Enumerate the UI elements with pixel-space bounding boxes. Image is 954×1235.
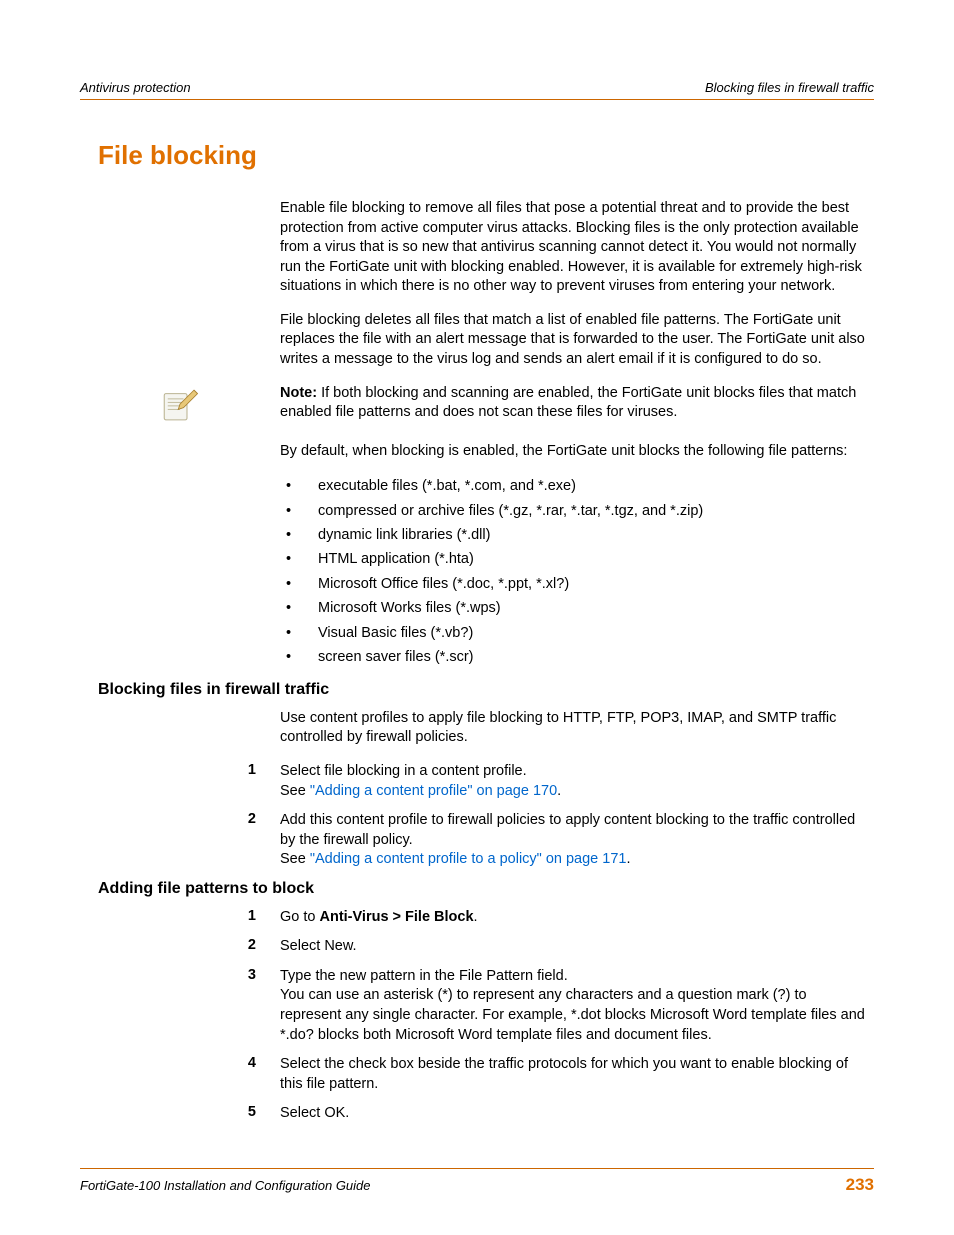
section-heading: Blocking files in firewall traffic: [98, 681, 874, 699]
bullet-text: executable files (*.bat, *.com, and *.ex…: [318, 475, 576, 497]
bullet-text: Microsoft Office files (*.doc, *.ppt, *.…: [318, 573, 569, 595]
list-item: •Visual Basic files (*.vb?): [280, 622, 866, 644]
bullet-icon: •: [280, 524, 318, 546]
bullet-icon: •: [280, 597, 318, 619]
step-pre: Go to: [280, 909, 320, 925]
list-item: •executable files (*.bat, *.com, and *.e…: [280, 475, 866, 497]
bullet-text: Visual Basic files (*.vb?): [318, 622, 473, 644]
bullet-icon: •: [280, 500, 318, 522]
footer-left: FortiGate-100 Installation and Configura…: [80, 1178, 371, 1193]
bullet-text: HTML application (*.hta): [318, 548, 474, 570]
note-icon: [80, 384, 280, 424]
bullet-icon: •: [280, 622, 318, 644]
list-item: •compressed or archive files (*.gz, *.ra…: [280, 500, 866, 522]
step-line: Type the new pattern in the File Pattern…: [280, 968, 568, 984]
list-item: •screen saver files (*.scr): [280, 646, 866, 668]
bullet-icon: •: [280, 646, 318, 668]
bullet-icon: •: [280, 475, 318, 497]
step-see: See: [280, 851, 310, 867]
page-number: 233: [846, 1175, 874, 1195]
step-number: 2: [80, 937, 280, 957]
step-text: Go to Anti-Virus > File Block.: [280, 908, 478, 928]
step-number: 4: [80, 1055, 280, 1094]
step-text: Type the new pattern in the File Pattern…: [280, 967, 866, 1045]
section-heading: Adding file patterns to block: [98, 880, 874, 898]
bullet-text: dynamic link libraries (*.dll): [318, 524, 490, 546]
step-item: 1 Go to Anti-Virus > File Block.: [80, 908, 874, 928]
step-number: 2: [80, 811, 280, 870]
note-block: Note: If both blocking and scanning are …: [80, 384, 874, 424]
step-text: Select the check box beside the traffic …: [280, 1055, 866, 1094]
step-number: 1: [80, 762, 280, 801]
step-text: Select OK.: [280, 1104, 349, 1124]
list-item: •Microsoft Office files (*.doc, *.ppt, *…: [280, 573, 866, 595]
step-number: 5: [80, 1104, 280, 1124]
list-item: •dynamic link libraries (*.dll): [280, 524, 866, 546]
paragraph: By default, when blocking is enabled, th…: [280, 442, 866, 462]
step-item: 2 Select New.: [80, 937, 874, 957]
paragraph: Use content profiles to apply file block…: [280, 709, 866, 748]
note-label: Note:: [280, 385, 317, 401]
step-item: 5 Select OK.: [80, 1104, 874, 1124]
header-left: Antivirus protection: [80, 80, 191, 95]
step-item: 2 Add this content profile to firewall p…: [80, 811, 874, 870]
bullet-text: compressed or archive files (*.gz, *.rar…: [318, 500, 703, 522]
step-line: Select file blocking in a content profil…: [280, 763, 527, 779]
note-text: Note: If both blocking and scanning are …: [280, 384, 866, 423]
bullet-list: •executable files (*.bat, *.com, and *.e…: [280, 475, 866, 669]
header-right: Blocking files in firewall traffic: [705, 80, 874, 95]
step-bold: Anti-Virus > File Block: [320, 909, 474, 925]
step-item: 3 Type the new pattern in the File Patte…: [80, 967, 874, 1045]
paragraph: File blocking deletes all files that mat…: [280, 311, 866, 370]
list-item: •HTML application (*.hta): [280, 548, 866, 570]
page-title: File blocking: [98, 140, 874, 171]
page-footer: FortiGate-100 Installation and Configura…: [80, 1168, 874, 1195]
step-after: .: [557, 783, 561, 799]
step-post: .: [474, 909, 478, 925]
step-text: Select New.: [280, 937, 357, 957]
step-extra: You can use an asterisk (*) to represent…: [280, 987, 865, 1042]
step-item: 1 Select file blocking in a content prof…: [80, 762, 874, 801]
step-text: Select file blocking in a content profil…: [280, 762, 561, 801]
bullet-text: Microsoft Works files (*.wps): [318, 597, 501, 619]
bullet-icon: •: [280, 573, 318, 595]
step-line: Add this content profile to firewall pol…: [280, 812, 855, 848]
step-see: See: [280, 783, 310, 799]
cross-ref-link[interactable]: "Adding a content profile" on page 170: [310, 783, 557, 799]
step-number: 3: [80, 967, 280, 1045]
step-number: 1: [80, 908, 280, 928]
list-item: •Microsoft Works files (*.wps): [280, 597, 866, 619]
note-body: If both blocking and scanning are enable…: [280, 385, 856, 421]
step-after: .: [626, 851, 630, 867]
step-item: 4 Select the check box beside the traffi…: [80, 1055, 874, 1094]
bullet-icon: •: [280, 548, 318, 570]
paragraph: Enable file blocking to remove all files…: [280, 199, 866, 297]
step-text: Add this content profile to firewall pol…: [280, 811, 866, 870]
page-header: Antivirus protection Blocking files in f…: [80, 80, 874, 100]
bullet-text: screen saver files (*.scr): [318, 646, 474, 668]
cross-ref-link[interactable]: "Adding a content profile to a policy" o…: [310, 851, 627, 867]
page: Antivirus protection Blocking files in f…: [0, 0, 954, 1235]
